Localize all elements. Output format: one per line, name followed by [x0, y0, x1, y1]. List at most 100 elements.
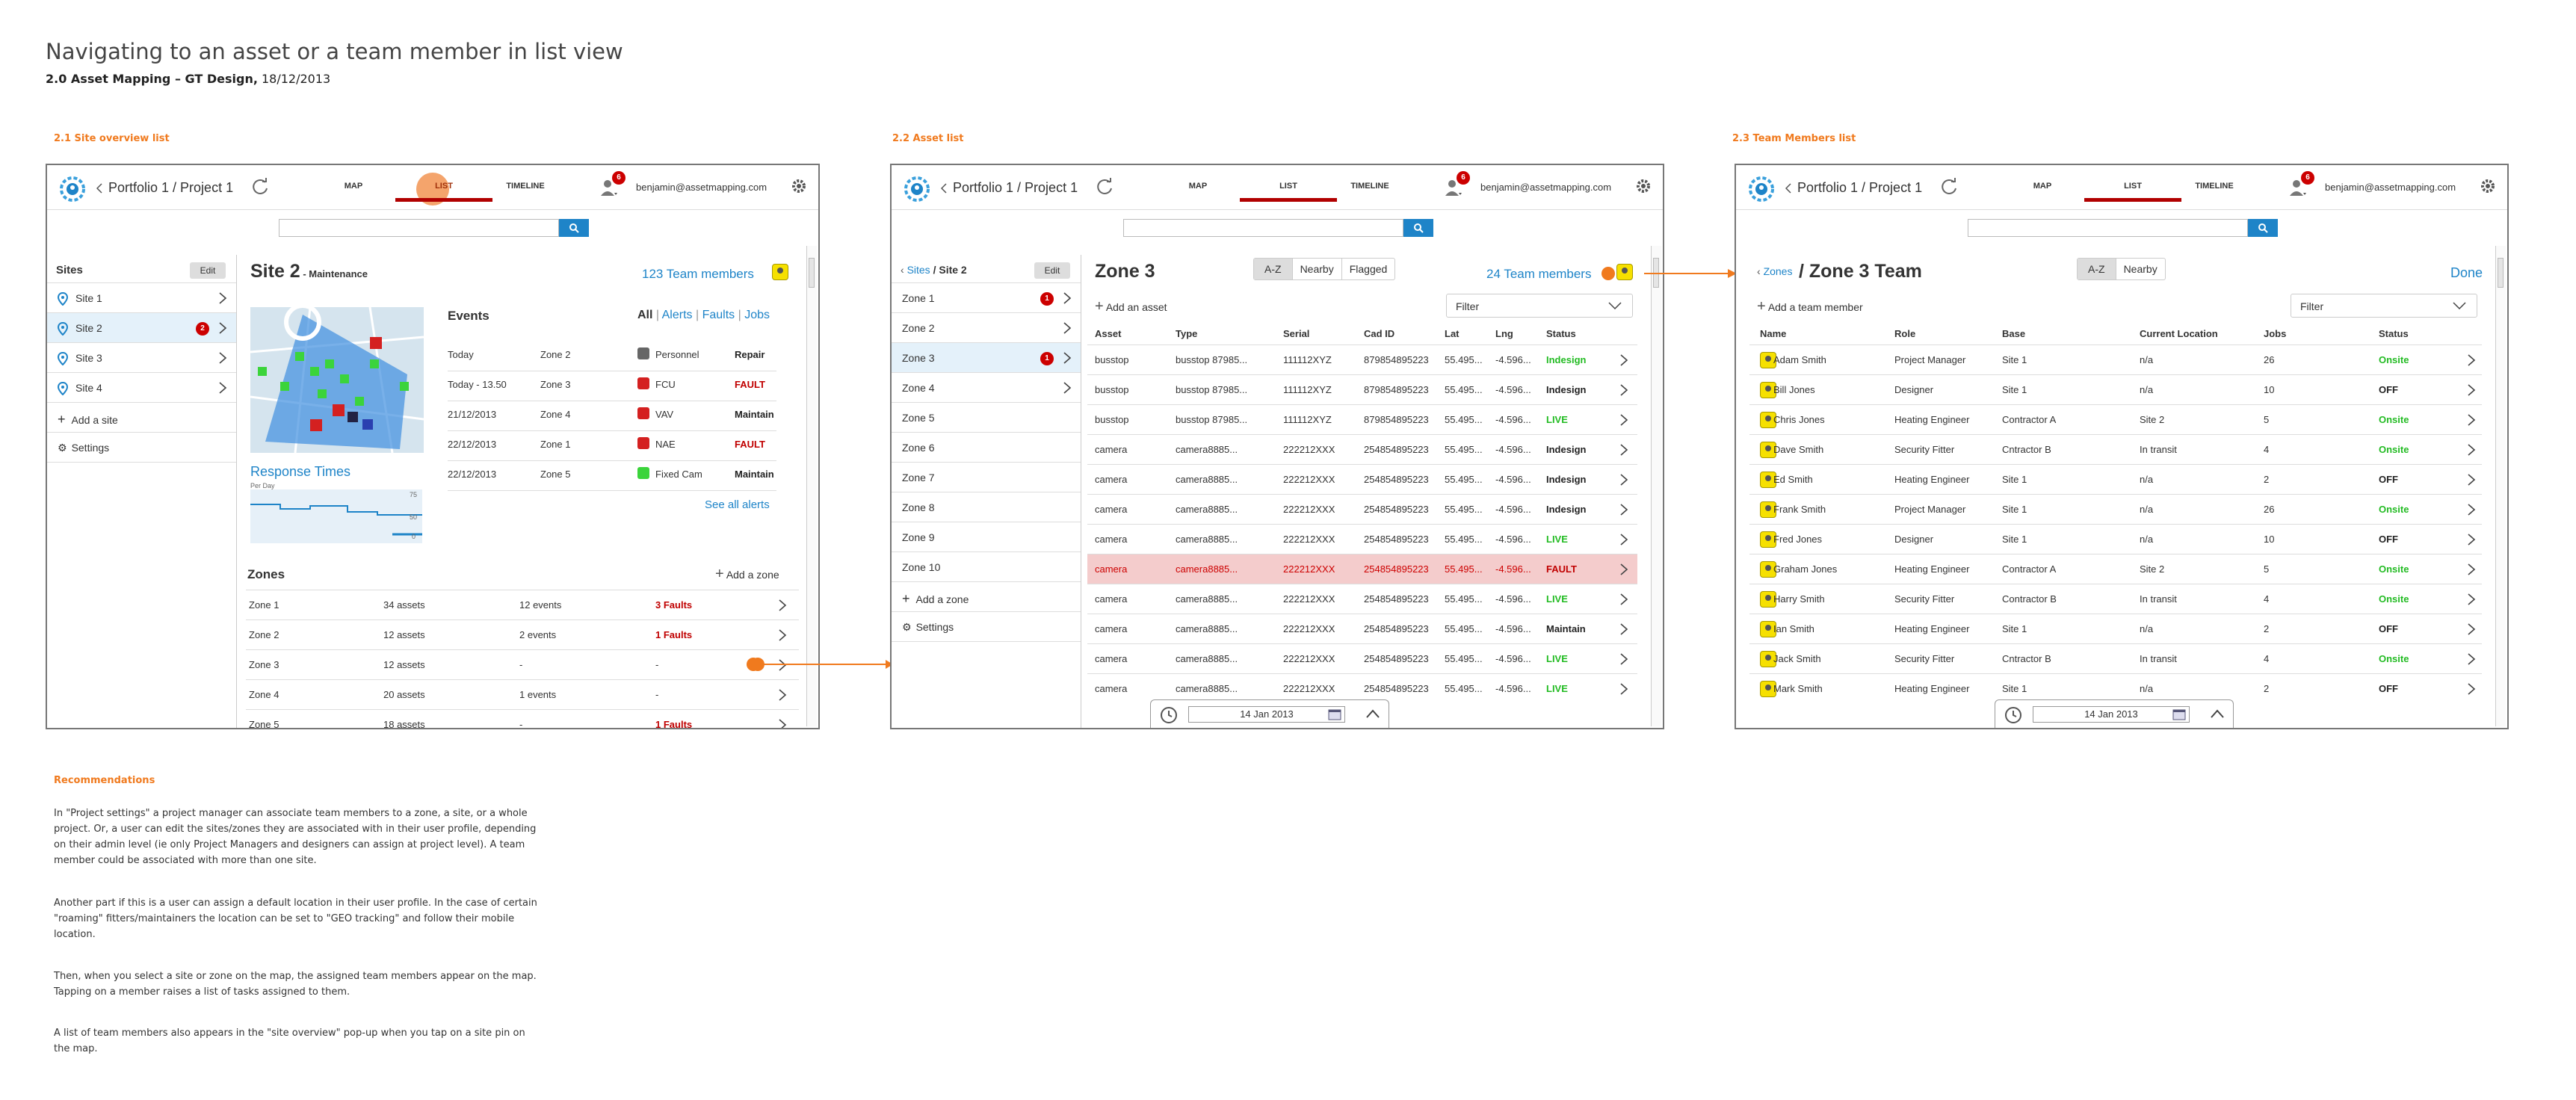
- filter-alerts[interactable]: Alerts: [661, 309, 693, 321]
- chevron-up-icon[interactable]: [1366, 709, 1380, 718]
- table-row[interactable]: Jack Smith Security Fitter Cntractor B In t…: [1749, 643, 2482, 673]
- column-header[interactable]: Name: [1760, 328, 1787, 339]
- scroll-thumb[interactable]: [2498, 258, 2504, 288]
- tab-map[interactable]: MAP: [344, 182, 363, 191]
- table-row[interactable]: Bill Jones Designer Site 1 n/a 10 OFF: [1749, 374, 2482, 404]
- team-members-link[interactable]: 123 Team members: [642, 267, 754, 281]
- sidebar-item-site[interactable]: Site 4: [47, 373, 236, 403]
- table-row[interactable]: Chris Jones Heating Engineer Contractor A S…: [1749, 404, 2482, 434]
- search-button[interactable]: [1403, 219, 1433, 237]
- column-header[interactable]: Jobs: [2264, 328, 2287, 339]
- back-chevron-icon[interactable]: ‹: [901, 264, 907, 276]
- sidebar-item-zone[interactable]: Zone 1 1: [892, 283, 1081, 313]
- edit-zones-button[interactable]: Edit: [1034, 262, 1070, 279]
- filter-jobs[interactable]: Jobs: [744, 309, 770, 321]
- done-button[interactable]: Done: [2450, 265, 2483, 280]
- table-row[interactable]: Dave Smith Security Fitter Cntractor B In t…: [1749, 434, 2482, 464]
- column-header[interactable]: Lat: [1445, 328, 1460, 339]
- zone-row[interactable]: Zone 5 18 assets - 1 Faults: [246, 709, 799, 728]
- zone-row[interactable]: Zone 3 12 assets - -: [246, 649, 799, 679]
- sidebar-item-zone[interactable]: Zone 2: [892, 313, 1081, 343]
- seg-flagged[interactable]: Flagged: [1341, 259, 1395, 279]
- back-chevron-icon[interactable]: [96, 183, 102, 194]
- team-member-icon[interactable]: [772, 264, 788, 280]
- date-field[interactable]: 14 Jan 2013: [2033, 706, 2190, 723]
- column-header[interactable]: Lng: [1495, 328, 1513, 339]
- settings-button[interactable]: ⚙ Settings: [47, 433, 236, 463]
- table-row[interactable]: camera camera8885... 222212XXX 254854895223…: [1087, 614, 1637, 643]
- sidebar-item-zone[interactable]: Zone 6: [892, 433, 1081, 463]
- event-row[interactable]: Today - 13.50 Zone 3 FCU FAULT: [448, 371, 776, 401]
- table-row[interactable]: busstop busstop 87985... 111112XYZ 87985489…: [1087, 374, 1637, 404]
- tab-timeline[interactable]: TIMELINE: [506, 182, 545, 191]
- column-header[interactable]: Serial: [1283, 328, 1310, 339]
- scrollbar[interactable]: [2495, 246, 2506, 726]
- see-all-alerts-link[interactable]: See all alerts: [705, 498, 770, 511]
- back-chevron-icon[interactable]: [1785, 183, 1791, 194]
- search-button[interactable]: [559, 219, 589, 237]
- table-row[interactable]: Frank Smith Project Manager Site 1 n/a 26 Ons…: [1749, 494, 2482, 524]
- column-header[interactable]: Asset: [1095, 328, 1122, 339]
- site-map-thumbnail[interactable]: [250, 307, 424, 453]
- column-header[interactable]: Role: [1894, 328, 1916, 339]
- table-row[interactable]: Mark Smith Heating Engineer Site 1 n/a 2 OFF: [1749, 673, 2482, 703]
- tab-timeline[interactable]: TIMELINE: [2195, 182, 2234, 191]
- user-icon[interactable]: [2289, 178, 2307, 197]
- user-icon[interactable]: [600, 178, 618, 197]
- table-row[interactable]: camera camera8885... 222212XXX 254854895223…: [1087, 643, 1637, 673]
- column-header[interactable]: Type: [1176, 328, 1198, 339]
- calendar-icon[interactable]: [2172, 708, 2186, 720]
- chevron-up-icon[interactable]: [2211, 709, 2224, 718]
- search-button[interactable]: [2248, 219, 2278, 237]
- table-row[interactable]: camera camera8885... 222212XXX 254854895223…: [1087, 434, 1637, 464]
- tab-timeline[interactable]: TIMELINE: [1350, 182, 1389, 191]
- user-email[interactable]: benjamin@assetmapping.com: [2325, 182, 2456, 193]
- table-row[interactable]: camera camera8885... 222212XXX 254854895223…: [1087, 464, 1637, 494]
- breadcrumb[interactable]: Portfolio 1 / Project 1: [953, 180, 1078, 195]
- tab-map[interactable]: MAP: [1188, 182, 1208, 191]
- sidebar-item-zone[interactable]: Zone 10: [892, 552, 1081, 582]
- search-input[interactable]: [1123, 219, 1403, 237]
- table-row[interactable]: camera camera8885... 222212XXX 254854895223…: [1087, 584, 1637, 614]
- filter-dropdown[interactable]: Filter: [2291, 294, 2477, 318]
- filter-dropdown[interactable]: Filter: [1446, 294, 1633, 318]
- tab-list[interactable]: LIST: [395, 182, 492, 202]
- sidebar-item-zone[interactable]: Zone 3 1: [892, 343, 1081, 373]
- add-zone-button[interactable]: + Add a zone: [715, 566, 779, 583]
- filter-faults[interactable]: Faults: [702, 309, 735, 321]
- edit-sites-button[interactable]: Edit: [190, 262, 226, 279]
- table-row[interactable]: camera camera8885... 222212XXX 254854895223…: [1087, 524, 1637, 554]
- user-icon[interactable]: [1445, 178, 1462, 197]
- clock-icon[interactable]: [2004, 706, 2022, 724]
- add-member-button[interactable]: + Add a team member: [1757, 298, 1863, 315]
- refresh-icon[interactable]: [1093, 176, 1116, 198]
- filter-all[interactable]: All: [637, 309, 653, 321]
- add-asset-button[interactable]: + Add an asset: [1095, 298, 1167, 315]
- table-row[interactable]: Ian Smith Heating Engineer Site 1 n/a 2 OFF: [1749, 614, 2482, 643]
- table-row[interactable]: camera camera8885... 222212XXX 254854895223…: [1087, 673, 1637, 703]
- scrollbar[interactable]: [1651, 246, 1661, 726]
- scrollbar[interactable]: [806, 246, 817, 726]
- sidebar-item-zone[interactable]: Zone 5: [892, 403, 1081, 433]
- team-members-link[interactable]: 24 Team members: [1486, 267, 1592, 281]
- seg-nearby[interactable]: Nearby: [1291, 259, 1341, 279]
- event-row[interactable]: Today Zone 2 Personnel Repair: [448, 342, 776, 371]
- gear-icon[interactable]: [1634, 177, 1652, 195]
- sidebar-item-zone[interactable]: Zone 7: [892, 463, 1081, 492]
- calendar-icon[interactable]: [1328, 708, 1341, 720]
- table-row[interactable]: busstop busstop 87985... 111112XYZ 87985489…: [1087, 344, 1637, 374]
- seg-az[interactable]: A-Z: [1254, 259, 1292, 279]
- date-field[interactable]: 14 Jan 2013: [1188, 706, 1345, 723]
- zone-row[interactable]: Zone 4 20 assets 1 events -: [246, 679, 799, 709]
- table-row[interactable]: Graham Jones Heating Engineer Contractor A…: [1749, 554, 2482, 584]
- add-site-button[interactable]: + Add a site: [47, 403, 236, 433]
- user-email[interactable]: benjamin@assetmapping.com: [636, 182, 767, 193]
- tab-list[interactable]: LIST: [1240, 182, 1337, 202]
- column-header[interactable]: Base: [2002, 328, 2026, 339]
- table-row[interactable]: Adam Smith Project Manager Site 1 n/a 26 Onsi…: [1749, 344, 2482, 374]
- seg-nearby[interactable]: Nearby: [2115, 259, 2165, 279]
- back-chevron-icon[interactable]: [941, 183, 947, 194]
- response-times-title[interactable]: Response Times: [250, 464, 351, 479]
- scroll-thumb[interactable]: [809, 258, 815, 288]
- settings-button[interactable]: ⚙ Settings: [892, 612, 1081, 642]
